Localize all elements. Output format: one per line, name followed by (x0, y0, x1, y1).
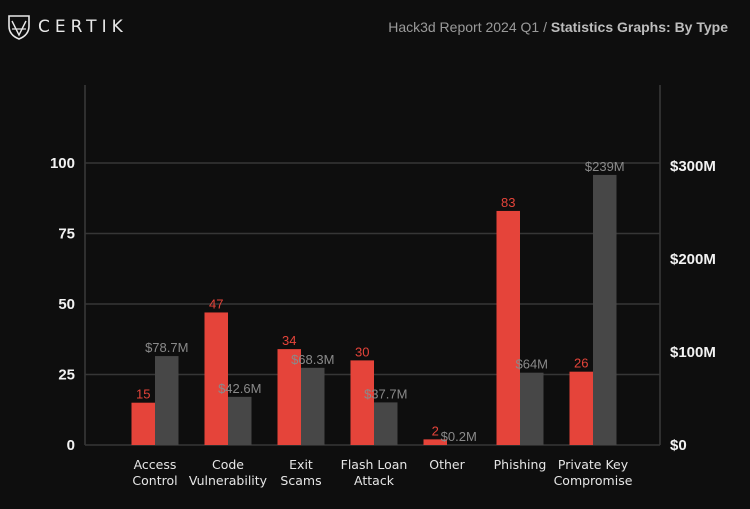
left-tick-label: 25 (58, 367, 75, 384)
loss-label: $0.2M (441, 429, 477, 444)
count-bar (131, 402, 155, 445)
category-label: Code (212, 457, 244, 472)
count-label: 26 (574, 356, 588, 371)
left-tick-label: 100 (50, 155, 75, 172)
loss-bar (228, 396, 252, 445)
loss-bar (301, 367, 325, 445)
loss-bar (593, 174, 617, 445)
loss-label: $42.6M (218, 381, 261, 396)
category-label: Exit (289, 457, 313, 472)
loss-label: $239M (585, 159, 625, 174)
left-tick-label: 0 (67, 437, 75, 454)
category-label: Vulnerability (189, 473, 268, 488)
loss-bar (374, 402, 398, 445)
category-label: Flash Loan (341, 457, 408, 472)
count-bar (204, 312, 228, 445)
right-tick-label: $100M (670, 344, 716, 361)
right-tick-label: $0 (670, 437, 687, 454)
left-tick-label: 75 (58, 226, 75, 243)
category-label: Attack (354, 473, 395, 488)
count-label: 34 (282, 333, 296, 348)
category-label: Access (134, 457, 177, 472)
report-title-main: Hack3d Report 2024 Q1 / (388, 19, 547, 35)
loss-bar (520, 372, 544, 445)
count-bar (277, 349, 301, 445)
report-title: Hack3d Report 2024 Q1 / Statistics Graph… (388, 19, 728, 35)
category-label: Compromise (554, 473, 633, 488)
loss-label: $64M (515, 357, 548, 372)
loss-bar (155, 356, 179, 445)
right-tick-label: $200M (670, 251, 716, 268)
count-label: 83 (501, 195, 515, 210)
count-label: 47 (209, 296, 223, 311)
count-label: 2 (432, 423, 439, 438)
loss-label: $37.7M (364, 386, 407, 401)
category-label: Control (132, 473, 177, 488)
loss-label: $78.7M (145, 340, 188, 355)
certik-logo: CERTIK (6, 13, 128, 41)
count-label: 15 (136, 387, 150, 402)
category-label: Scams (280, 473, 321, 488)
count-bar (423, 439, 447, 445)
loss-label: $68.3M (291, 352, 334, 367)
count-bar (350, 360, 374, 445)
count-label: 30 (355, 344, 369, 359)
category-label: Phishing (494, 457, 547, 472)
report-subtitle: Statistics Graphs: By Type (550, 19, 728, 35)
category-label: Private Key (558, 457, 629, 472)
right-tick-label: $300M (670, 158, 716, 175)
certik-shield-icon (8, 15, 30, 40)
count-bar (569, 371, 593, 445)
left-tick-label: 50 (58, 296, 75, 313)
count-bar (496, 210, 520, 445)
logo-text: CERTIK (38, 17, 128, 37)
category-label: Other (429, 457, 465, 472)
